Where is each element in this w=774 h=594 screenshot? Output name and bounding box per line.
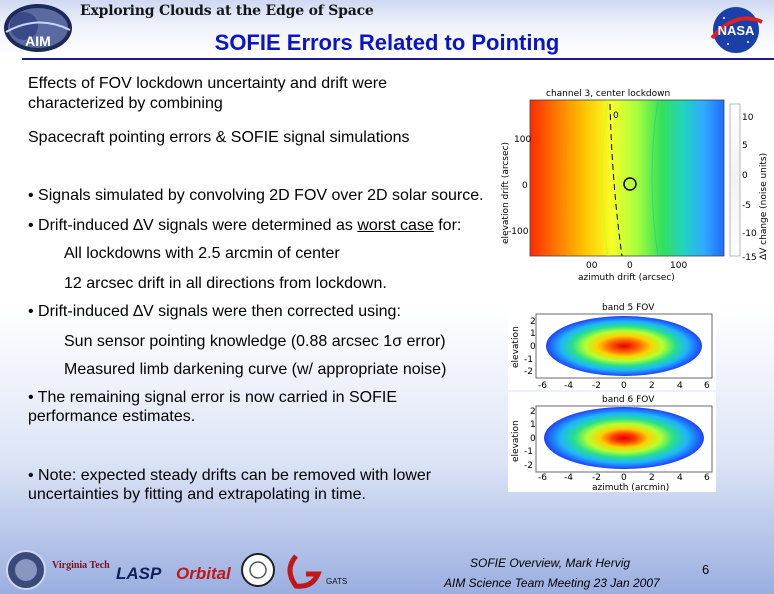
bullet-drift-worst-case: • Drift-induced ∆V signals were determin… [28,216,461,236]
band6-xtick-neg2: -2 [592,473,601,483]
bullet-signals: • Signals simulated by convolving 2D FOV… [28,187,484,204]
lasp-logo: LASP [116,564,162,583]
cbar-tick-0: 0 [742,171,748,181]
aim-logo: AIM [4,4,72,52]
band5-fov-ellipse [546,316,702,376]
title-rule [22,58,774,60]
header-banner-text: Exploring Clouds at the Edge of Space [80,3,374,19]
zero-contour-label: 0 [613,111,619,121]
ytick-0: 0 [522,181,528,191]
worst-case-text: worst case [357,217,434,234]
bullet-corrected: • Drift-induced ∆V signals were then cor… [28,303,401,320]
band6-ytick-1: 1 [530,420,536,430]
lockdown-center-marker [623,177,637,191]
intro-line-2: characterized by combining [28,95,223,112]
cbar-tick-10: 10 [742,113,754,123]
gats-logo-mark [287,554,322,589]
band6-xtick-neg6: -6 [538,473,547,483]
bullet-drift-worst-case-pre: • Drift-induced ∆V signals were determin… [28,217,358,234]
drift-map-xlabel: azimuth drift (arcsec) [578,273,675,283]
footer-presenter: SOFIE Overview, Mark Hervig [470,556,631,570]
drift-map-title: channel 3, center lockdown [546,89,670,99]
header-banner: Exploring Clouds at the Edge of Space [80,2,374,24]
band5-xtick-4: 4 [677,381,683,390]
bullet-note-line-2: uncertainties by fitting and extrapolati… [28,486,366,503]
nasa-logo-text: NASA [718,23,755,38]
cbar-tick-neg10: -10 [742,229,757,239]
band6-xtick-6: 6 [704,473,710,483]
band5-xtick-0: 0 [621,381,627,390]
sub-bullet-drift: 12 arcsec drift in all directions from l… [64,275,387,292]
figure-band6-fov: band 6 FOV 2 1 0 -1 -2 elevation -6 -4 -… [508,392,716,493]
band6-svg: band 6 FOV 2 1 0 -1 -2 elevation -6 -4 -… [511,395,713,493]
band6-xtick-neg4: -4 [564,473,573,483]
band5-xtick-6: 6 [704,381,710,390]
drift-map-ylabel: elevation drift (arcsec) [501,142,511,244]
band5-title: band 5 FOV [602,303,655,313]
bullet-drift-worst-case-post: for: [433,217,462,234]
emblem-logo [241,553,275,587]
figure-drift-map: channel 3, center lockdown 0 100 0 -100 … [498,84,770,296]
ytick-100: 100 [514,135,531,145]
ytick-neg100: -100 [508,227,529,237]
band5-ytick-2: 2 [530,317,536,327]
page-number: 6 [702,562,710,577]
drift-map-colorbar [729,103,741,257]
band5-xtick-neg2: -2 [592,381,601,390]
cbar-tick-neg15: -15 [742,253,757,263]
band5-xtick-2: 2 [649,381,655,390]
header-bar [0,0,774,56]
band6-title: band 6 FOV [602,395,655,405]
footer-logos: Virginia Tech LASP Orbital GATS [6,550,347,590]
band6-ytick-0: 0 [530,434,536,444]
bullet-note-line-1: • Note: expected steady drifts can be re… [28,467,432,484]
drift-map-svg: channel 3, center lockdown 0 100 0 -100 … [501,89,769,283]
band5-ytick-neg1: -1 [524,355,533,365]
band6-xtick-2: 2 [649,473,655,483]
zero-contour [609,103,623,257]
band6-xtick-0: 0 [621,473,627,483]
band5-ytick-neg2: -2 [524,367,533,377]
band5-ylabel: elevation [511,326,521,368]
aim-logo-text: AIM [25,33,51,49]
band6-fov-ellipse [544,407,704,469]
band6-xlabel: azimuth (arcmin) [592,483,669,492]
band5-xtick-neg4: -4 [564,381,573,390]
bullet-remaining-line-2: performance estimates. [28,408,196,425]
gats-logo: GATS [326,577,347,586]
figure-band5-fov: band 5 FOV 2 1 0 -1 -2 elevation -6 -4 -… [508,298,716,391]
band6-ylabel: elevation [511,420,521,462]
footer-meeting: AIM Science Team Meeting 23 Jan 2007 [444,576,660,590]
nasa-logo: NASA [710,7,763,53]
band6-ytick-neg1: -1 [524,447,533,457]
cbar-label: ΔV change (noise units) [759,153,769,260]
combine-line: Spacecraft pointing errors & SOFIE signa… [28,129,410,146]
bullet-remaining-line-1: • The remaining signal error is now carr… [28,389,398,406]
band6-ytick-neg2: -2 [524,461,533,471]
band6-xtick-4: 4 [677,473,683,483]
xtick-100: 100 [670,261,687,271]
band5-ytick-1: 1 [530,329,536,339]
slide-title: SOFIE Errors Related to Pointing [214,30,560,55]
xtick-0: 0 [627,261,633,271]
orbital-logo: Orbital [176,564,232,583]
sub-bullet-sun-sensor: Sun sensor pointing knowledge (0.88 arcs… [64,333,446,350]
virginia-tech-logo: Virginia Tech [52,560,110,571]
sub-bullet-lockdowns: All lockdowns with 2.5 arcmin of center [64,245,340,262]
intro-line-1: Effects of FOV lockdown uncertainty and … [28,75,387,92]
band5-ytick-0: 0 [530,342,536,352]
band5-svg: band 5 FOV 2 1 0 -1 -2 elevation -6 -4 -… [511,303,713,391]
xtick-left: 00 [586,261,598,271]
sub-bullet-limb-darkening: Measured limb darkening curve (w/ approp… [64,361,447,378]
band6-ytick-2: 2 [530,407,536,417]
cbar-tick-5: 5 [742,141,748,151]
cbar-tick-neg5: -5 [742,201,751,211]
band5-xtick-neg6: -6 [538,381,547,390]
